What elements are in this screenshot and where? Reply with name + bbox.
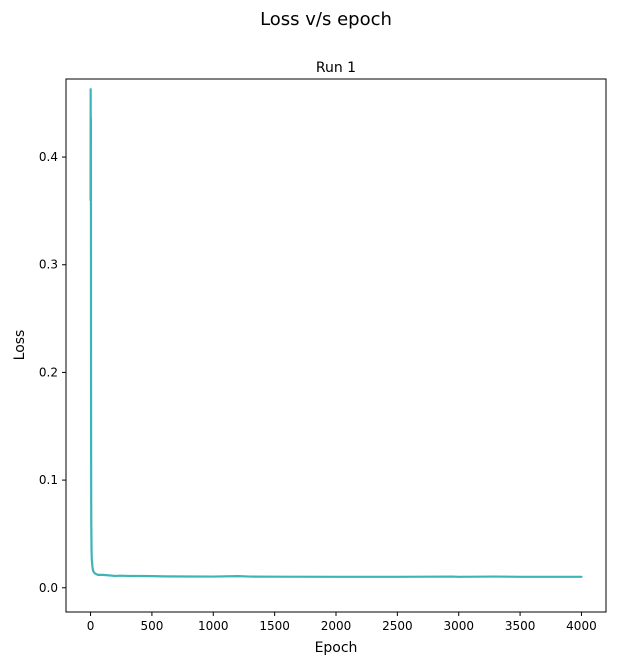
x-axis-label: Epoch <box>315 640 358 656</box>
chart-title: Run 1 <box>316 60 356 76</box>
x-tick-label: 1500 <box>259 619 290 633</box>
y-tick-label: 0.4 <box>39 150 58 164</box>
x-tick-label: 1000 <box>198 619 229 633</box>
x-tick-label: 2500 <box>382 619 413 633</box>
x-tick-label: 2000 <box>321 619 352 633</box>
x-tick-label: 3500 <box>505 619 536 633</box>
y-tick-label: 0.1 <box>39 473 58 487</box>
x-tick-label: 500 <box>140 619 163 633</box>
series-layer <box>89 88 583 578</box>
axes-frame <box>65 78 607 613</box>
figure-suptitle: Loss v/s epoch <box>260 9 392 30</box>
plot-area <box>65 78 607 613</box>
y-axis: 0.0 0.1 0.2 0.3 0.4 <box>39 150 66 595</box>
y-axis-label: Loss <box>12 330 28 361</box>
y-tick-label: 0.3 <box>39 258 58 272</box>
x-tick-label: 4000 <box>566 619 597 633</box>
y-tick-label: 0.0 <box>39 581 58 595</box>
series-line-0 <box>89 88 583 578</box>
x-tick-label: 0 <box>87 619 95 633</box>
y-tick-label: 0.2 <box>39 365 58 379</box>
x-axis: 0 500 1000 1500 2000 2500 3000 3500 4000 <box>87 612 597 633</box>
x-tick-label: 3000 <box>443 619 474 633</box>
